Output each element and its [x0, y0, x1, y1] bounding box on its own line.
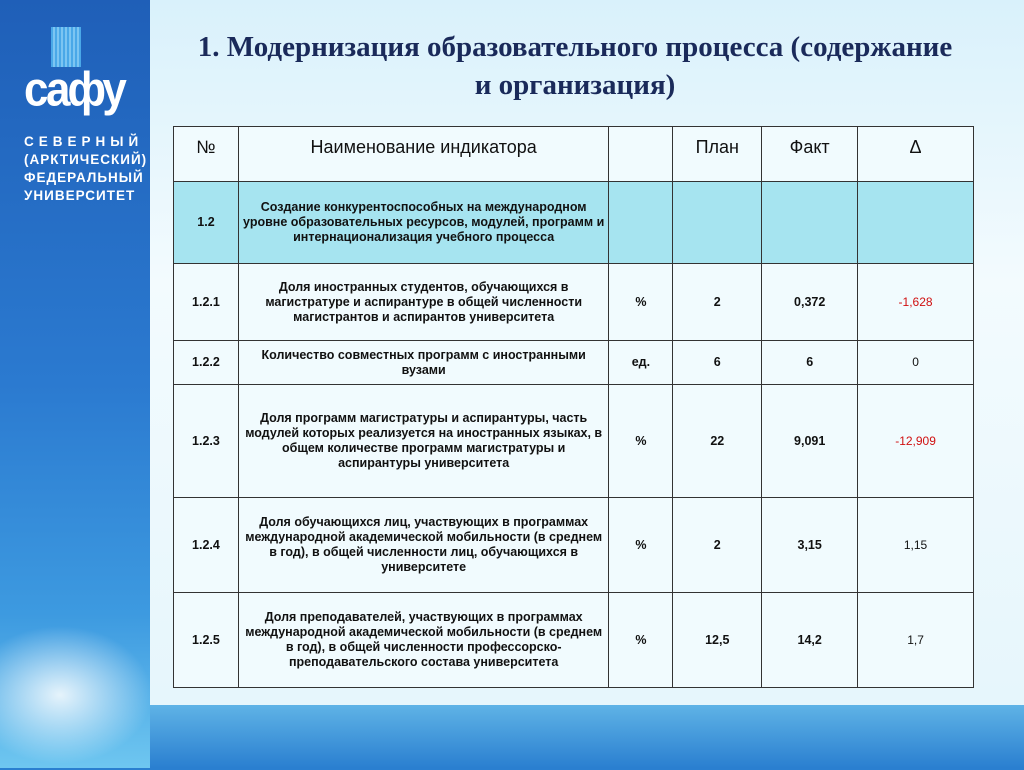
- bottom-band: [150, 705, 1024, 768]
- cell-plan: 12,5: [672, 592, 763, 688]
- cell-name: Количество совместных программ с иностра…: [237, 340, 610, 385]
- header-fact: Факт: [761, 126, 859, 182]
- university-line: СЕВЕРНЫЙ: [24, 134, 144, 149]
- table-row: 1.2 Создание конкурентоспособных на между…: [173, 181, 974, 264]
- table-row: 1.2.1 Доля иностранных студентов, обучающ…: [173, 263, 974, 341]
- header-unit: [608, 126, 674, 182]
- university-line: УНИВЕРСИТЕТ: [24, 188, 136, 203]
- cell-plan: 22: [672, 384, 763, 498]
- cell-fact: 6: [761, 340, 859, 385]
- cell-unit: ед.: [608, 340, 674, 385]
- header-num: №: [173, 126, 239, 182]
- cell-plan: 2: [672, 497, 763, 593]
- cell-fact: 14,2: [761, 592, 859, 688]
- cell-num: 1.2.1: [173, 263, 239, 341]
- cell-fact: [761, 181, 859, 264]
- cell-plan: [672, 181, 763, 264]
- header-name: Наименование индикатора: [237, 126, 610, 182]
- cell-num: 1.2: [173, 181, 239, 264]
- cell-fact: 3,15: [761, 497, 859, 593]
- cell-fact: 0,372: [761, 263, 859, 341]
- cell-name: Доля обучающихся лиц, участвующих в прог…: [237, 497, 610, 593]
- cell-unit: %: [608, 263, 674, 341]
- cell-delta: 0: [857, 340, 974, 385]
- table-row: 1.2.3 Доля программ магистратуры и аспира…: [173, 384, 974, 498]
- table-row: 1.2.4 Доля обучающихся лиц, участвующих в…: [173, 497, 974, 593]
- book-icon: [51, 27, 81, 67]
- light-glow: [0, 620, 160, 770]
- cell-num: 1.2.5: [173, 592, 239, 688]
- header-row: № Наименование индикатора План Факт Δ: [173, 126, 974, 182]
- university-name: СЕВЕРНЫЙ (АРКТИЧЕСКИЙ) ФЕДЕРАЛЬНЫЙ УНИВЕ…: [24, 133, 148, 205]
- cell-fact: 9,091: [761, 384, 859, 498]
- cell-delta: 1,15: [857, 497, 974, 593]
- cell-name: Доля иностранных студентов, обучающихся …: [237, 263, 610, 341]
- cell-delta: 1,7: [857, 592, 974, 688]
- cell-name: Создание конкурентоспособных на междунар…: [237, 181, 610, 264]
- header-delta: Δ: [857, 126, 974, 182]
- cell-delta: [857, 181, 974, 264]
- cell-name: Доля программ магистратуры и аспирантуры…: [237, 384, 610, 498]
- cell-unit: %: [608, 497, 674, 593]
- slide-title: 1. Модернизация образовательного процесс…: [197, 31, 953, 101]
- indicators-table: № Наименование индикатора План Факт Δ 1.…: [173, 126, 974, 688]
- cell-num: 1.2.3: [173, 384, 239, 498]
- cell-unit: %: [608, 592, 674, 688]
- cell-unit: %: [608, 384, 674, 498]
- table-row: 1.2.2 Количество совместных программ с ин…: [173, 340, 974, 385]
- university-line: ФЕДЕРАЛЬНЫЙ: [24, 170, 144, 185]
- cell-num: 1.2.4: [173, 497, 239, 593]
- cell-plan: 2: [672, 263, 763, 341]
- cell-plan: 6: [672, 340, 763, 385]
- university-line: (АРКТИЧЕСКИЙ): [24, 152, 148, 167]
- cell-delta: -1,628: [857, 263, 974, 341]
- cell-delta: -12,909: [857, 384, 974, 498]
- cell-name: Доля преподавателей, участвующих в прогр…: [237, 592, 610, 688]
- header-plan: План: [672, 126, 763, 182]
- cell-num: 1.2.2: [173, 340, 239, 385]
- logo-text: сафу: [24, 62, 127, 117]
- table-row: 1.2.5 Доля преподавателей, участвующих в …: [173, 592, 974, 688]
- cell-unit: [608, 181, 674, 264]
